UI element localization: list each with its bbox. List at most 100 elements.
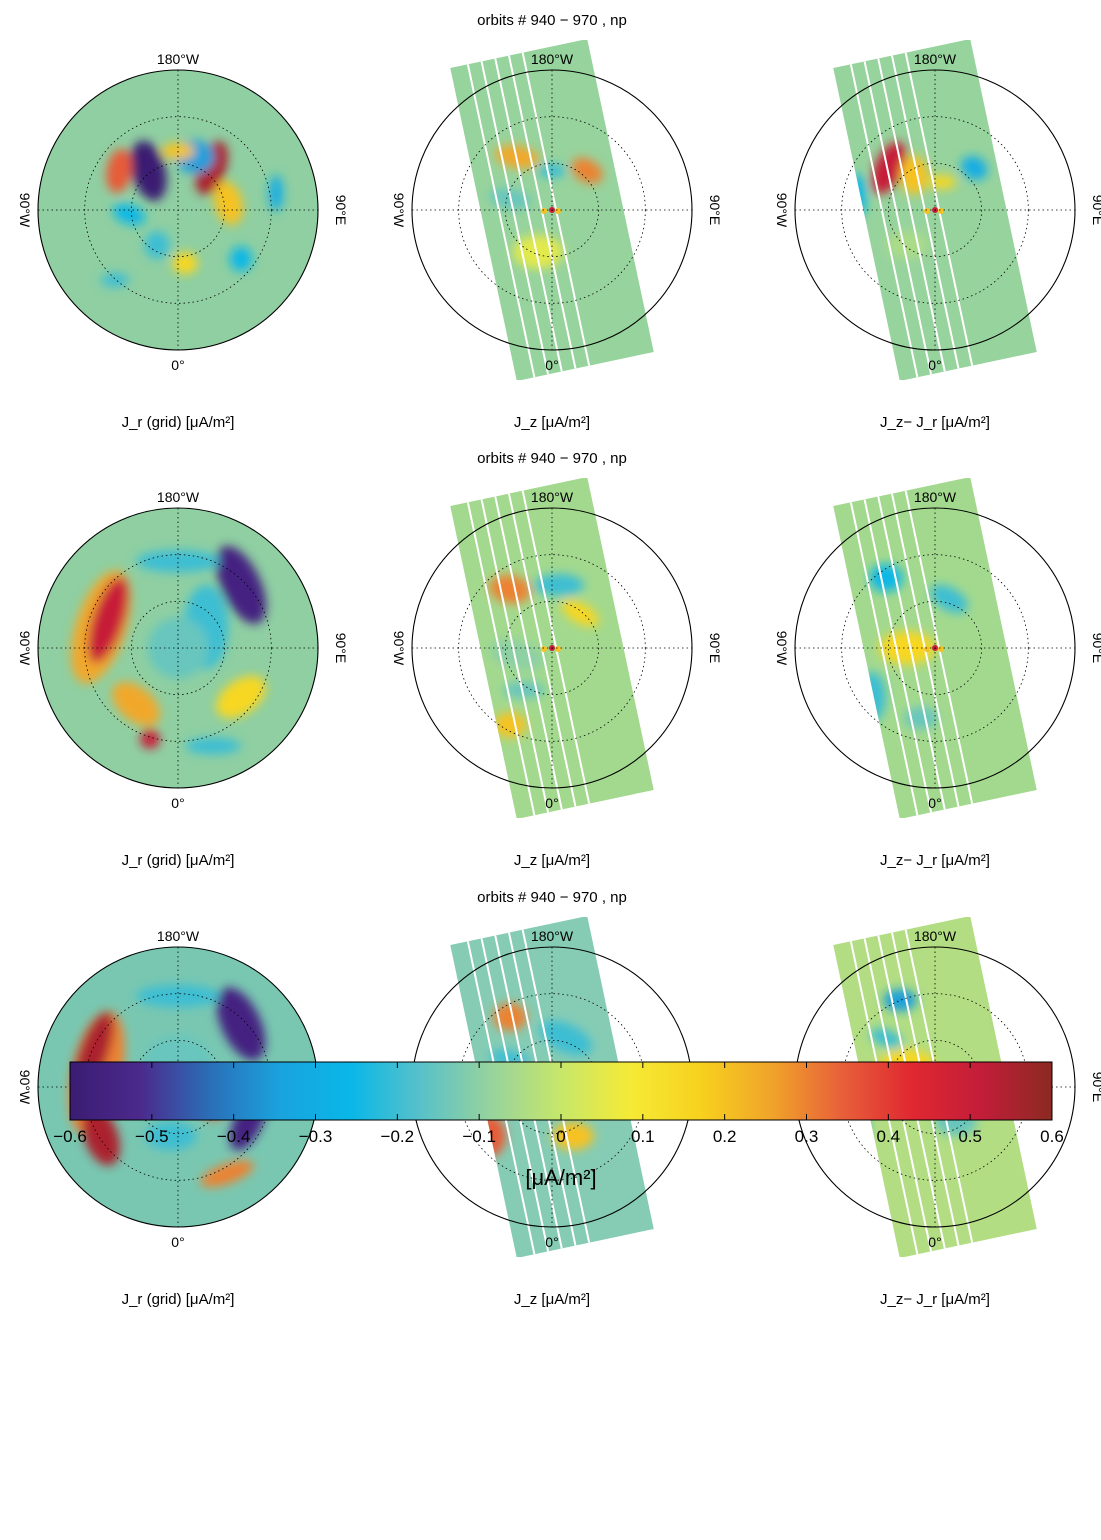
current-patch [144,231,170,259]
direction-label-right: 90°E [333,633,349,664]
direction-label-right: 90°E [333,195,349,226]
direction-label-bottom: 0° [928,795,941,811]
colorbar: −0.6 −0.5 −0.4 −0.3 −0.2 −0.1 0 0.1 0.2 0.3 0.4 0.5… [53,1061,1064,1190]
current-patch [213,181,244,225]
current-patch [130,140,167,201]
current-patch [493,1003,527,1031]
direction-label-top: 180°W [531,928,574,944]
colorbar-tick-label: −0.1 [462,1127,496,1146]
direction-label-bottom: 0° [171,357,184,373]
latitude-ring [841,116,1029,304]
latitude-ring [84,554,272,742]
current-patch [200,1160,254,1188]
direction-label-bottom: 0° [171,795,184,811]
current-patch [871,141,907,195]
colorbar-tick-label: 0.2 [713,1127,737,1146]
orbit-gap [466,502,536,816]
pole-point [555,646,561,652]
latitude-ring [130,600,226,696]
current-patch [493,712,527,738]
colorbar-tick-label: −0.2 [381,1127,415,1146]
current-patch [136,984,220,1008]
direction-label-left: 90°W [774,193,790,228]
orbit-gap [877,58,946,372]
panel-label: J_z [μA/m²] [514,1291,590,1308]
current-patch [112,203,146,226]
current-patch [136,550,220,573]
direction-label-bottom: 0° [545,1234,558,1250]
colorbar-tick-label: 0 [556,1127,565,1146]
colorbar-tick-label: 0.1 [631,1127,655,1146]
current-patch [87,577,129,663]
latitude-ring [458,116,646,304]
orbit-gap [494,496,563,810]
colorbar-tick-label: 0.5 [958,1127,982,1146]
pole-point [924,208,930,214]
pole-point [924,646,930,652]
direction-label-right: 90°E [1090,1072,1101,1103]
direction-label-top: 180°W [914,928,957,944]
direction-label-top: 180°W [531,51,574,67]
current-patch [269,175,283,212]
direction-label-top: 180°W [914,489,957,505]
current-patch [101,273,129,287]
current-patch [886,231,928,259]
colorbar-tick-label: −0.4 [217,1127,251,1146]
direction-label-bottom: 0° [545,357,558,373]
current-patch [538,163,566,178]
current-patch [960,156,988,180]
orbit-gap [863,61,933,375]
row-title: orbits # 940 − 970 , np [477,12,627,29]
current-patch [571,157,603,184]
direction-label-left: 90°W [391,631,407,666]
latitude-ring [504,162,600,258]
current-patch [533,573,585,597]
latitude-ring [504,600,600,696]
direction-label-right: 90°E [707,195,723,226]
direction-label-left: 90°W [17,1070,33,1105]
orbit-gap [480,499,550,813]
direction-label-bottom: 0° [545,795,558,811]
direction-label-top: 180°W [157,928,200,944]
colorbar-tick-label: −0.5 [135,1127,169,1146]
direction-label-bottom: 0° [928,357,941,373]
row-1: orbits # 940 − 970 , np 180°W 0° 90°W 90°E J_… [17,12,1101,431]
current-patch [216,675,266,719]
direction-label-top: 180°W [157,489,200,505]
orbit-gap [494,58,563,372]
panel-label: J_z− J_r [μA/m²] [880,852,990,869]
panel-label: J_z− J_r [μA/m²] [880,1291,990,1308]
panel-label: J_z− J_r [μA/m²] [880,414,990,431]
polar-panel: 180°W 0° 90°W 90°E J_z [μA/m²] [391,478,723,869]
row-2: orbits # 940 − 970 , np 180°W 0° 90°W 90°E J_… [17,450,1101,869]
current-patch [539,1020,593,1056]
direction-label-top: 180°W [157,51,200,67]
direction-label-top: 180°W [914,51,957,67]
polar-panel: 180°W 0° 90°W 90°E J_r (grid) [μA/m²] [17,489,349,869]
orbit-gap [863,499,933,813]
colorbar-unit-label: [μA/m²] [525,1165,596,1190]
colorbar-tick-label: 0.3 [795,1127,819,1146]
direction-label-bottom: 0° [928,1234,941,1250]
pole-point [555,208,561,214]
row-title: orbits # 940 − 970 , np [477,889,627,906]
panel-label: J_r (grid) [μA/m²] [122,414,235,431]
colorbar-tick-label: −0.3 [299,1127,333,1146]
orbit-gap [466,64,536,378]
colorbar-tick-label: 0.4 [877,1127,901,1146]
direction-label-left: 90°W [17,631,33,666]
current-patch [106,148,133,193]
colorbar-gradient [69,1061,1053,1121]
orbit-gap [877,496,946,810]
pole-point [938,646,944,652]
latitude-ring [458,554,646,742]
latitude-ring [84,116,272,304]
current-patch [145,1122,197,1150]
current-patch [185,737,241,755]
orbit-gap [849,64,919,378]
current-patch [900,155,928,195]
panel-label: J_r (grid) [μA/m²] [122,852,235,869]
orbit-gap [849,502,919,816]
current-patch [883,989,917,1012]
